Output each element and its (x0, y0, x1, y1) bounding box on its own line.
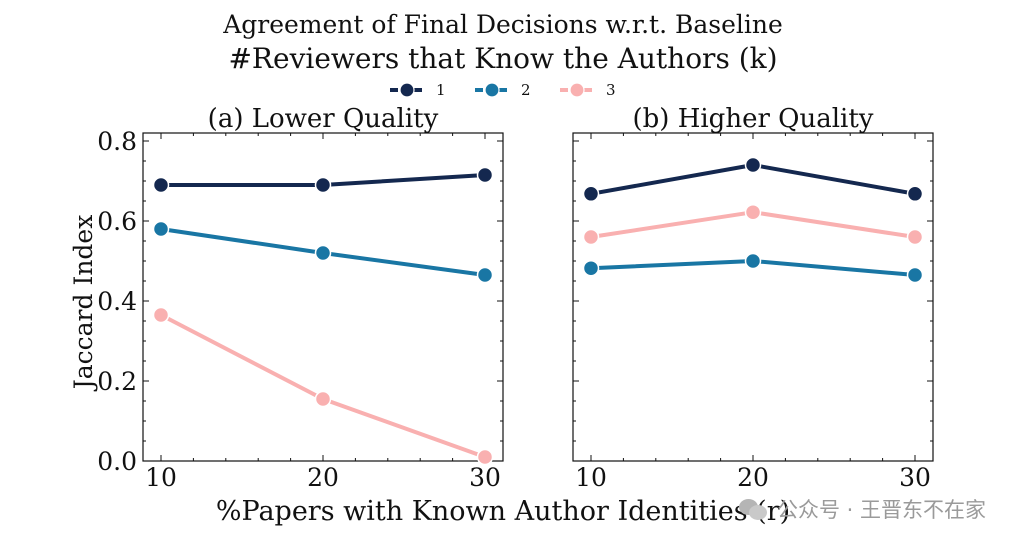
legend-marker-2 (484, 82, 500, 98)
panel-b-title: (b) Higher Quality (633, 104, 874, 134)
y-tick-label: 0.2 (97, 367, 137, 396)
series-3-line (160, 313, 486, 459)
x-tick-label: 30 (469, 463, 501, 492)
legend-label-3: 3 (606, 81, 616, 99)
panel-a-title: (a) Lower Quality (208, 104, 439, 134)
panel-higher-quality: 10 20 30 (572, 132, 934, 492)
legend-label-2: 2 (521, 81, 531, 99)
x-tick-label: 10 (145, 463, 177, 492)
series-1-point (582, 185, 600, 203)
series-2-point (152, 220, 170, 238)
watermark: 公众号 · 王晋东不在家 (738, 494, 986, 524)
series-3-point (906, 228, 924, 246)
legend-title: #Reviewers that Know the Authors (k) (228, 42, 777, 75)
wechat-icon (738, 497, 769, 521)
series-1-point (476, 166, 494, 184)
series-1-point (906, 185, 924, 203)
series-2-point (314, 244, 332, 262)
legend-label-1: 1 (436, 81, 446, 99)
panel-lower-quality: 0.0 0.2 0.4 0.6 0.8 10 20 30 (97, 127, 504, 492)
series-2-point (744, 252, 762, 270)
series-3-point (152, 306, 170, 324)
series-3-point (314, 390, 332, 408)
series-2-point (906, 266, 924, 284)
series-3-point (476, 448, 494, 466)
series-2-point (582, 259, 600, 277)
series-1-point (744, 156, 762, 174)
series-1-point (314, 176, 332, 194)
y-tick-label: 0.6 (97, 207, 137, 236)
chart-title: Agreement of Final Decisions w.r.t. Base… (222, 10, 783, 39)
x-tick-label: 20 (737, 463, 769, 492)
x-tick-label: 30 (899, 463, 931, 492)
x-axis-label: %Papers with Known Author Identities (r) (216, 496, 790, 527)
series-1-point (152, 176, 170, 194)
x-tick-label: 20 (307, 463, 339, 492)
y-axis-label: Jaccard Index (69, 215, 98, 393)
legend: 1 2 3 (390, 81, 616, 99)
y-tick-label: 0.4 (97, 287, 137, 316)
watermark-text: 公众号 · 王晋东不在家 (776, 498, 986, 522)
series-3-point (744, 203, 762, 221)
y-tick-label: 0.8 (97, 127, 137, 156)
legend-marker-1 (399, 82, 415, 98)
y-tick-label: 0.0 (97, 447, 137, 476)
x-tick-label: 10 (575, 463, 607, 492)
series-3-point (582, 228, 600, 246)
plot-frame (572, 132, 934, 462)
series-2-point (476, 266, 494, 284)
legend-marker-3 (569, 82, 585, 98)
